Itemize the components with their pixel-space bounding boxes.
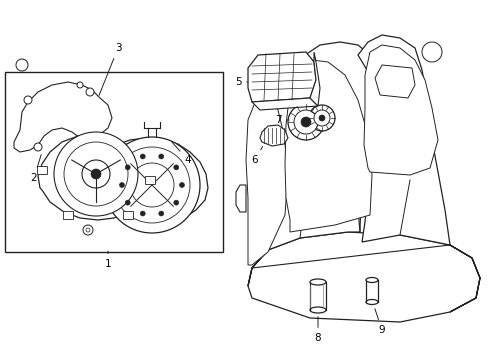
Circle shape (34, 143, 42, 151)
Polygon shape (96, 138, 207, 225)
Polygon shape (247, 52, 315, 102)
Text: 9: 9 (374, 309, 385, 335)
Polygon shape (247, 42, 374, 286)
Polygon shape (309, 52, 319, 106)
Polygon shape (38, 135, 152, 220)
Ellipse shape (309, 307, 325, 313)
Circle shape (159, 211, 163, 216)
Circle shape (318, 115, 325, 121)
Polygon shape (374, 65, 414, 98)
Text: 1: 1 (104, 251, 111, 269)
Bar (5, 72, 223, 252)
Polygon shape (363, 45, 437, 175)
Circle shape (287, 104, 324, 140)
Circle shape (16, 59, 28, 71)
Circle shape (54, 132, 138, 216)
Circle shape (119, 183, 124, 188)
Polygon shape (260, 125, 287, 146)
Circle shape (140, 154, 145, 159)
Polygon shape (123, 211, 133, 219)
Polygon shape (63, 211, 73, 219)
Circle shape (114, 147, 190, 223)
Circle shape (24, 96, 32, 104)
Circle shape (313, 110, 329, 126)
Text: 5: 5 (234, 77, 247, 87)
Circle shape (86, 88, 94, 96)
Circle shape (301, 117, 310, 127)
Circle shape (64, 142, 128, 206)
Polygon shape (247, 232, 479, 322)
Polygon shape (37, 166, 47, 174)
Polygon shape (236, 185, 245, 212)
Circle shape (173, 165, 179, 170)
Circle shape (173, 200, 179, 205)
Circle shape (293, 110, 317, 134)
Circle shape (104, 137, 200, 233)
Circle shape (86, 228, 90, 232)
Circle shape (91, 169, 101, 179)
Circle shape (308, 105, 334, 131)
Text: 4: 4 (171, 142, 191, 165)
Polygon shape (14, 82, 112, 152)
Ellipse shape (365, 278, 377, 283)
Ellipse shape (309, 279, 325, 285)
Circle shape (82, 160, 110, 188)
Text: 6: 6 (251, 147, 262, 165)
Circle shape (140, 211, 145, 216)
Polygon shape (357, 35, 479, 312)
Ellipse shape (365, 300, 377, 305)
Circle shape (421, 42, 441, 62)
Circle shape (125, 165, 130, 170)
Text: 8: 8 (314, 317, 321, 343)
Circle shape (130, 163, 174, 207)
Polygon shape (245, 95, 287, 265)
Circle shape (125, 200, 130, 205)
Circle shape (77, 82, 83, 88)
Text: 3: 3 (99, 43, 121, 95)
Text: 2: 2 (31, 155, 41, 183)
Polygon shape (251, 98, 317, 110)
Polygon shape (285, 60, 371, 232)
Polygon shape (145, 176, 155, 184)
Circle shape (159, 154, 163, 159)
Circle shape (179, 183, 184, 188)
Text: 7: 7 (274, 115, 288, 125)
Circle shape (83, 225, 93, 235)
